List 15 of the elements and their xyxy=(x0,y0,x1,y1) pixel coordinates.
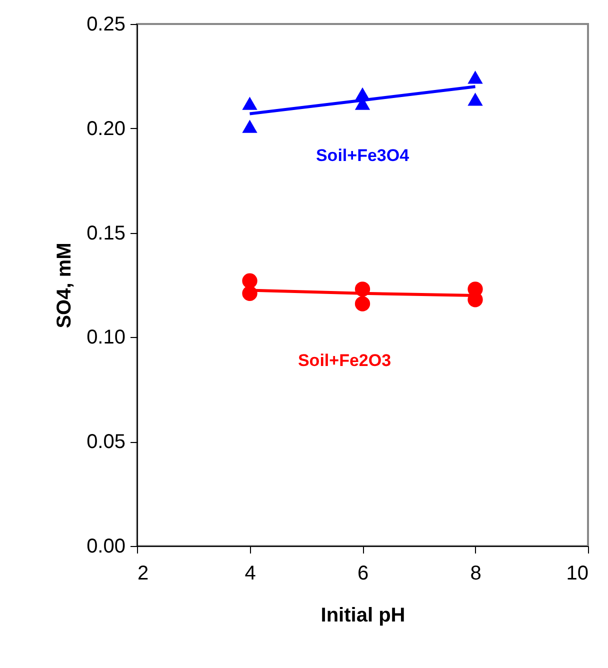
y-axis-title: SO4, mM xyxy=(54,242,76,328)
y-tick-label: 0.05 xyxy=(86,431,126,454)
y-tick-label: 0.20 xyxy=(86,118,126,140)
x-tick-label: 8 xyxy=(470,562,482,584)
text: Soil+Fe2O3 xyxy=(298,351,392,370)
text: Soil+Fe3O4 xyxy=(316,146,410,165)
x-tick-label: 2 xyxy=(138,562,149,584)
x-axis-title: Initial pH xyxy=(320,604,406,626)
x-tick-label: 6 xyxy=(357,562,369,584)
y-tick-label: 0.00 xyxy=(86,536,126,558)
y-tick-label: 0.15 xyxy=(86,222,126,244)
y-tick-label: 0.10 xyxy=(86,326,126,349)
x-tick-label: 10 xyxy=(566,562,588,584)
y-tick-label: 0.25 xyxy=(86,14,126,36)
x-tick-label: 4 xyxy=(244,562,256,584)
